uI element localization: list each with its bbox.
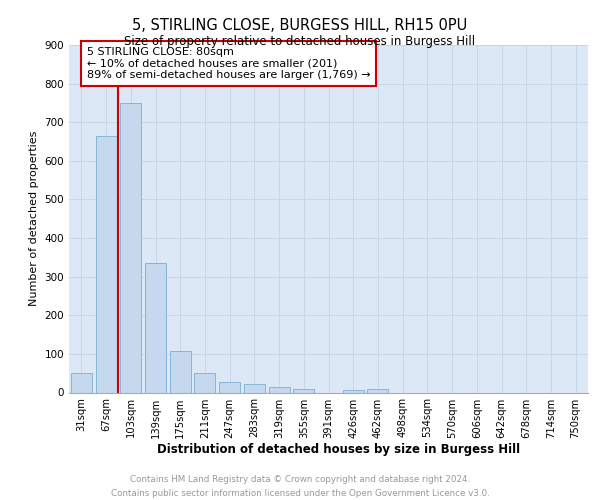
Text: Distribution of detached houses by size in Burgess Hill: Distribution of detached houses by size … — [157, 442, 521, 456]
Bar — [145, 263, 166, 392]
Bar — [95, 136, 116, 392]
Text: 5 STIRLING CLOSE: 80sqm
← 10% of detached houses are smaller (201)
89% of semi-d: 5 STIRLING CLOSE: 80sqm ← 10% of detache… — [87, 47, 370, 80]
Y-axis label: Number of detached properties: Number of detached properties — [29, 131, 39, 306]
Text: 5, STIRLING CLOSE, BURGESS HILL, RH15 0PU: 5, STIRLING CLOSE, BURGESS HILL, RH15 0P… — [133, 18, 467, 32]
Text: Size of property relative to detached houses in Burgess Hill: Size of property relative to detached ho… — [124, 35, 476, 48]
Bar — [269, 388, 290, 392]
Bar — [293, 389, 314, 392]
Bar — [194, 373, 215, 392]
Bar — [219, 382, 240, 392]
Bar — [343, 390, 364, 392]
Text: Contains HM Land Registry data © Crown copyright and database right 2024.
Contai: Contains HM Land Registry data © Crown c… — [110, 476, 490, 498]
Bar — [170, 351, 191, 393]
Bar — [120, 103, 141, 393]
Bar — [244, 384, 265, 392]
Bar — [71, 373, 92, 392]
Bar — [367, 389, 388, 392]
